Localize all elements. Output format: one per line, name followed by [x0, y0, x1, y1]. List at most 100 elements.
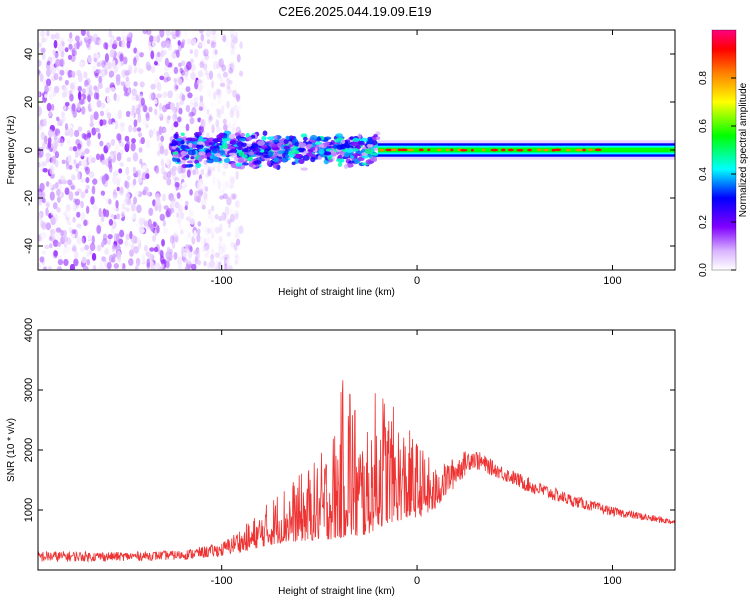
heatmap-cell	[105, 87, 110, 94]
heatmap-cell	[236, 238, 241, 246]
heatmap-cell	[160, 171, 165, 177]
heatmap-cell	[220, 252, 225, 261]
heatmap-cell	[47, 265, 53, 270]
heatmap-cell	[133, 47, 138, 54]
heatmap-cell	[230, 107, 235, 115]
heatmap-cell	[199, 95, 204, 103]
heatmap-cell	[166, 171, 172, 179]
heatmap-cell	[202, 49, 206, 57]
heatmap-cell	[267, 151, 273, 158]
heatmap-cell	[201, 204, 206, 210]
heatmap-cell	[206, 36, 211, 44]
heatmap-cell	[116, 36, 122, 42]
heatmap-cell	[366, 138, 374, 145]
heatmap-cell	[232, 192, 238, 200]
heatmap-cell	[262, 130, 268, 136]
heatmap-cell	[230, 33, 235, 42]
heatmap-cell	[118, 238, 124, 245]
heatmap-cell	[203, 185, 209, 192]
heatmap-cell	[238, 150, 245, 157]
heatmap-cell	[38, 106, 43, 116]
heatmap-cell	[40, 131, 45, 141]
heatmap-cell	[197, 259, 202, 266]
heatmap-cell	[323, 151, 332, 156]
heatmap-cell	[68, 43, 73, 50]
heatmap-cell	[272, 162, 278, 169]
heatmap-cell	[138, 68, 144, 75]
heatmap-cell	[119, 141, 125, 147]
heatmap-cell	[372, 140, 378, 146]
heatmap-cell	[537, 148, 542, 152]
heatmap-cell	[188, 142, 193, 148]
heatmap-cell	[229, 141, 237, 145]
heatmap-cell	[239, 41, 243, 49]
heatmap-cell	[185, 86, 191, 93]
heatmap-cell	[450, 148, 454, 152]
heatmap-cell	[100, 241, 105, 248]
heatmap-cell	[176, 116, 182, 123]
heatmap-cell	[77, 85, 83, 92]
heatmap-cell	[236, 54, 241, 63]
heatmap-cell	[283, 145, 290, 150]
heatmap-cell	[280, 157, 289, 163]
heatmap-cell	[207, 91, 214, 100]
heatmap-cell	[157, 112, 162, 119]
heatmap-cell	[219, 195, 224, 200]
heatmap-cell	[214, 265, 221, 270]
heatmap-cell	[180, 150, 188, 157]
heatmap-cell	[222, 93, 228, 100]
heatmap-cell	[92, 65, 97, 72]
heatmap-cell	[162, 91, 168, 99]
y-tick-label: 3000	[23, 378, 35, 402]
heatmap-cell	[56, 232, 62, 241]
heatmap-cell	[41, 161, 47, 167]
heatmap-cell	[186, 258, 192, 265]
heatmap-cell	[107, 237, 111, 246]
heatmap-cell	[516, 148, 524, 152]
heatmap-cell	[271, 143, 278, 148]
heatmap-cell	[104, 247, 110, 256]
heatmap-cell	[176, 216, 181, 224]
heatmap-cell	[41, 141, 46, 150]
heatmap-cell	[143, 186, 148, 196]
heatmap-cell	[234, 212, 239, 220]
colorbar-tick-label: 0.6	[698, 119, 709, 133]
heatmap-cell	[283, 139, 289, 145]
heatmap-cell	[96, 69, 102, 74]
heatmap-cell	[101, 60, 107, 68]
y-tick-label: 0	[23, 147, 35, 153]
heatmap-cell	[148, 207, 154, 217]
heatmap-cell	[201, 244, 207, 252]
heatmap-cell	[126, 40, 131, 49]
heatmap-cell	[207, 159, 213, 163]
heatmap-cell	[232, 117, 238, 126]
heatmap-cell	[50, 33, 56, 40]
heatmap-cell	[135, 107, 141, 115]
heatmap-cell	[85, 166, 90, 175]
heatmap-cell	[133, 196, 138, 205]
heatmap-cell	[121, 39, 126, 49]
heatmap-cell	[145, 173, 150, 180]
heatmap-cell	[63, 242, 68, 248]
heatmap-cell	[482, 148, 486, 152]
heatmap-cell	[100, 213, 105, 223]
heatmap-cell	[81, 256, 87, 264]
heatmap-cell	[114, 103, 120, 110]
heatmap-cell	[210, 80, 215, 89]
heatmap-cell	[98, 75, 103, 84]
heatmap-cell	[67, 155, 72, 165]
heatmap-cell	[173, 66, 179, 75]
heatmap-cell	[93, 111, 99, 120]
heatmap-cell	[46, 68, 51, 78]
heatmap-cell	[250, 143, 259, 149]
heatmap-cell	[149, 147, 154, 158]
heatmap-cell	[161, 239, 165, 247]
heatmap-cell	[202, 47, 209, 53]
heatmap-cell	[190, 63, 196, 72]
heatmap-cell	[206, 90, 212, 98]
heatmap-cell	[175, 30, 180, 37]
heatmap-cell	[221, 64, 226, 71]
heatmap-cell	[165, 157, 170, 165]
heatmap-cell	[104, 209, 110, 218]
heatmap-cell	[203, 238, 207, 247]
